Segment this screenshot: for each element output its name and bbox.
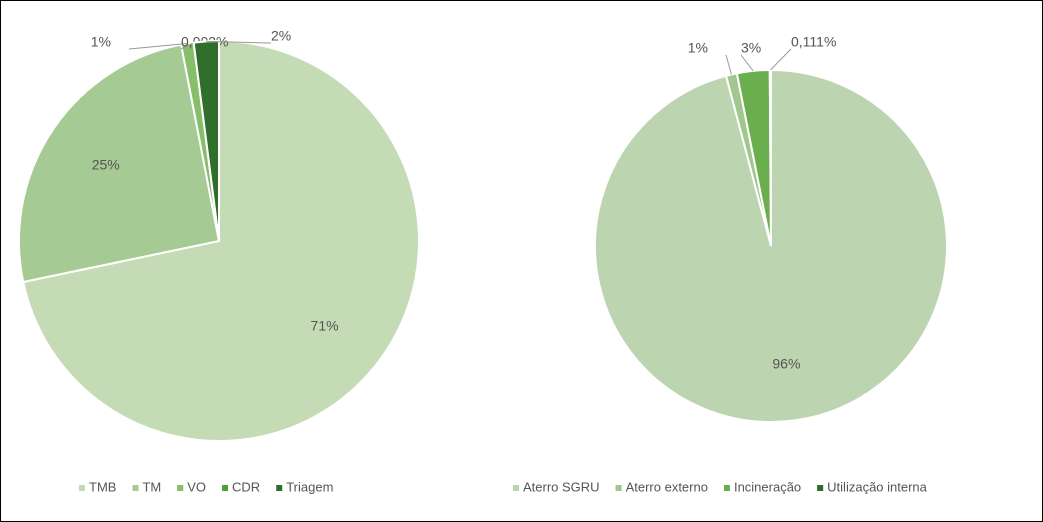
data-label: 96% <box>772 355 800 371</box>
leader-line <box>128 43 188 50</box>
legend-swatch <box>723 485 730 491</box>
pie-slice <box>192 39 220 242</box>
legend-swatch <box>513 485 519 491</box>
legend-label: VO <box>187 479 206 494</box>
legend-label: Aterro SGRU <box>523 479 600 494</box>
leader-line <box>206 40 272 44</box>
data-label: 1% <box>91 34 111 50</box>
pie-slice <box>22 39 420 442</box>
legend-swatch <box>79 485 85 491</box>
legend-label: CDR <box>232 479 260 494</box>
data-label: 0,111% <box>791 34 836 50</box>
legend-swatch <box>817 485 824 491</box>
legend-label: TM <box>142 479 161 494</box>
legend-swatch <box>276 485 283 491</box>
legend-label: Aterro externo <box>626 479 708 494</box>
leader-line <box>725 54 732 75</box>
data-label: 71% <box>311 317 339 333</box>
legend-label: Triagem <box>286 479 333 494</box>
leader-line <box>740 54 754 72</box>
legend-swatch <box>615 485 622 491</box>
data-label: 1% <box>688 40 708 56</box>
leader-line <box>180 42 194 50</box>
legend-swatch <box>177 485 184 491</box>
pie-slice <box>18 43 221 284</box>
legend-label: TMB <box>89 479 116 494</box>
leader-line <box>770 48 792 71</box>
data-label: 3% <box>741 40 761 56</box>
legend-label: Utilização interna <box>827 479 927 494</box>
legend-label: Incineração <box>734 479 801 494</box>
legend-swatch <box>222 485 229 491</box>
data-label: 25% <box>92 156 120 172</box>
legend-swatch <box>132 485 139 491</box>
data-label: 2% <box>271 28 291 44</box>
pie-slice <box>768 68 772 247</box>
